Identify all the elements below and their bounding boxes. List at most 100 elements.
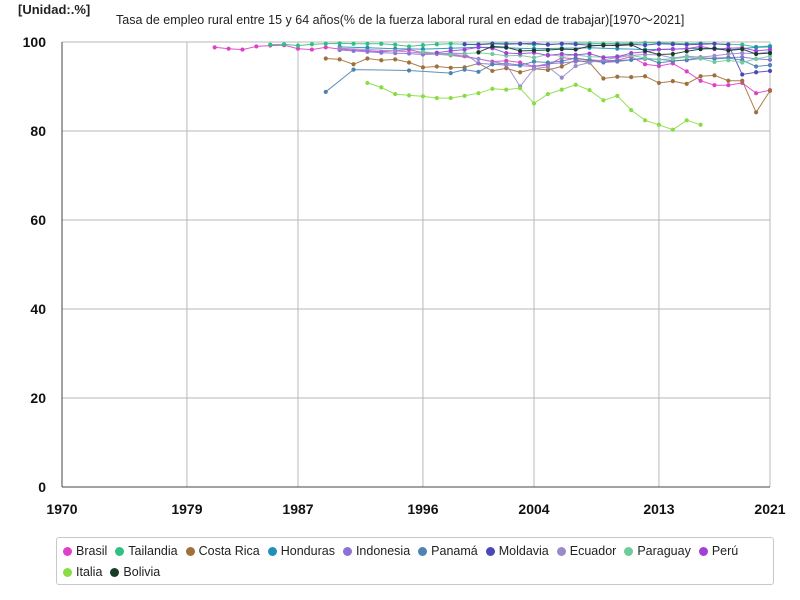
- legend-item-costa-rica[interactable]: Costa Rica: [185, 543, 260, 559]
- legend-marker: [267, 546, 277, 556]
- data-point: [212, 45, 217, 50]
- data-point: [656, 122, 662, 127]
- data-point: [587, 87, 592, 93]
- x-tick-label: 2013: [643, 501, 674, 517]
- data-point: [462, 67, 467, 72]
- data-point: [754, 48, 759, 54]
- data-point: [670, 42, 675, 47]
- data-point: [601, 76, 606, 81]
- data-point: [767, 57, 773, 62]
- legend-item-peru[interactable]: Perú: [698, 543, 738, 559]
- series-italia: [365, 80, 703, 132]
- data-point: [379, 41, 384, 46]
- data-point: [448, 65, 453, 70]
- legend-marker: [185, 546, 195, 556]
- data-point: [740, 55, 745, 60]
- data-point: [698, 78, 703, 83]
- data-point: [434, 42, 439, 47]
- data-point: [559, 59, 564, 64]
- data-point: [518, 63, 523, 68]
- data-point: [531, 55, 537, 60]
- data-point: [365, 49, 370, 54]
- data-point: [323, 45, 328, 50]
- data-point: [656, 47, 662, 52]
- legend-label: Bolivia: [123, 565, 161, 579]
- data-point: [365, 41, 370, 46]
- data-point: [615, 93, 620, 98]
- data-point: [365, 56, 370, 61]
- data-point: [559, 75, 564, 80]
- legend-item-honduras[interactable]: Honduras: [267, 543, 335, 559]
- series-line: [478, 44, 771, 56]
- data-point: [642, 43, 648, 48]
- legend-item-indonesia[interactable]: Indonesia: [342, 543, 411, 559]
- axes: [61, 42, 770, 488]
- data-point: [754, 70, 759, 75]
- data-point: [642, 118, 648, 123]
- data-point: [504, 66, 509, 71]
- legend-marker: [556, 546, 566, 556]
- data-point: [656, 52, 662, 57]
- data-point: [629, 75, 634, 80]
- data-point: [670, 51, 675, 57]
- data-point: [587, 51, 592, 56]
- legend-item-brasil[interactable]: Brasil: [63, 543, 107, 559]
- legend-label: Ecuador: [569, 544, 617, 558]
- legend-item-paraguay[interactable]: Paraguay: [624, 543, 691, 559]
- data-point: [740, 78, 745, 83]
- data-point: [393, 48, 398, 54]
- data-point: [601, 98, 606, 103]
- legend-marker: [624, 546, 634, 556]
- data-point: [379, 85, 384, 90]
- data-point: [309, 47, 314, 52]
- data-point: [559, 41, 564, 46]
- data-point: [573, 47, 578, 52]
- legend-label: Indonesia: [355, 544, 411, 558]
- data-point: [754, 110, 759, 115]
- data-point: [504, 51, 509, 56]
- legend-item-italia[interactable]: Italia: [63, 564, 102, 580]
- data-point: [448, 52, 453, 57]
- data-point: [406, 44, 412, 49]
- data-point: [670, 56, 675, 62]
- data-point: [712, 83, 717, 88]
- data-point: [309, 42, 314, 47]
- data-point: [740, 42, 745, 47]
- data-point: [712, 53, 717, 58]
- data-point: [351, 48, 356, 54]
- x-tick-label: 1987: [282, 501, 313, 517]
- data-point: [448, 41, 453, 46]
- legend-item-ecuador[interactable]: Ecuador: [556, 543, 617, 559]
- data-point: [670, 79, 675, 84]
- data-point: [642, 48, 648, 54]
- legend-label: Brasil: [76, 544, 108, 558]
- legend-label: Panamá: [431, 544, 478, 558]
- data-point: [504, 42, 509, 47]
- data-point: [601, 55, 606, 60]
- legend-marker: [418, 546, 428, 556]
- data-point: [754, 64, 759, 69]
- data-point: [754, 91, 759, 96]
- data-point: [462, 51, 467, 56]
- data-point: [295, 43, 301, 48]
- data-point: [629, 57, 634, 62]
- data-point: [670, 47, 675, 52]
- data-point: [337, 57, 342, 62]
- data-point: [573, 82, 578, 87]
- x-tick-label: 2021: [754, 501, 785, 517]
- data-point: [712, 59, 717, 65]
- legend-item-panama[interactable]: Panamá: [418, 543, 478, 559]
- legend-marker: [63, 567, 72, 577]
- legend-item-bolivia[interactable]: Bolivia: [110, 564, 160, 580]
- data-point: [656, 41, 662, 46]
- legend-item-tailandia[interactable]: Tailandia: [115, 543, 178, 559]
- series-paraguay: [420, 49, 773, 65]
- data-point: [767, 68, 773, 74]
- data-point: [573, 63, 578, 69]
- data-point: [754, 45, 759, 50]
- legend-item-moldavia[interactable]: Moldavia: [485, 543, 549, 559]
- data-point: [531, 59, 537, 64]
- legend-marker: [698, 546, 708, 556]
- legend-label: Honduras: [280, 544, 335, 558]
- data-point: [740, 51, 745, 56]
